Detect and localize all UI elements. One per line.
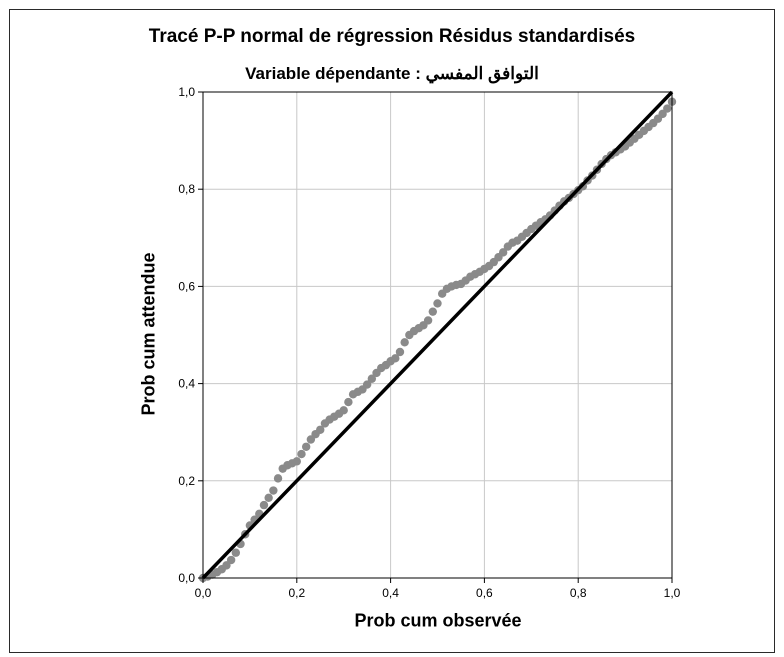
data-point (292, 457, 301, 466)
x-axis-label: Prob cum observée (354, 610, 522, 631)
data-point (400, 338, 409, 347)
data-point (428, 307, 438, 316)
reference-line (201, 90, 674, 580)
observed-points (198, 97, 677, 583)
y-tick-label: 1,0 (178, 85, 195, 99)
chart-title: Tracé P-P normal de régression Résidus s… (148, 26, 636, 47)
chart-subtitle: Variable dépendante : التوافق المفسي (245, 64, 539, 83)
x-tick-label: 0,8 (570, 586, 587, 600)
axes: 0,0 0,2 0,4 0,6 0,8 1,0 0,0 0,2 0,4 0,6 0,8 1,0 (178, 85, 680, 600)
plot-area-border (202, 91, 673, 579)
data-point (362, 380, 372, 389)
data-point (663, 104, 672, 113)
y-tick-label: 0,2 (178, 474, 195, 488)
y-tick-label: 0,4 (178, 377, 195, 391)
data-point (301, 442, 311, 451)
data-point (498, 248, 508, 257)
y-tick-label: 0,0 (178, 571, 195, 585)
data-point (264, 493, 273, 503)
y-tick-label: 0,8 (178, 182, 195, 196)
data-point (226, 555, 236, 565)
x-tick-label: 0,2 (288, 586, 305, 600)
x-tick-label: 0,6 (476, 586, 493, 600)
data-point (269, 486, 278, 495)
data-point (273, 474, 283, 483)
data-point (259, 500, 269, 510)
x-tick-label: 0,4 (382, 586, 399, 600)
data-point (316, 425, 325, 434)
data-point (339, 406, 348, 415)
data-point (344, 397, 353, 407)
data-point (423, 316, 433, 325)
data-point (297, 449, 306, 459)
data-point (231, 548, 241, 557)
data-point (433, 299, 442, 308)
y-tick-label: 0,6 (178, 279, 195, 293)
data-point (395, 347, 405, 357)
x-tick-label: 1,0 (664, 586, 681, 600)
data-point (367, 374, 377, 383)
reference-line-group (201, 90, 674, 580)
x-tick-label: 0,0 (195, 586, 212, 600)
data-point (391, 354, 400, 363)
